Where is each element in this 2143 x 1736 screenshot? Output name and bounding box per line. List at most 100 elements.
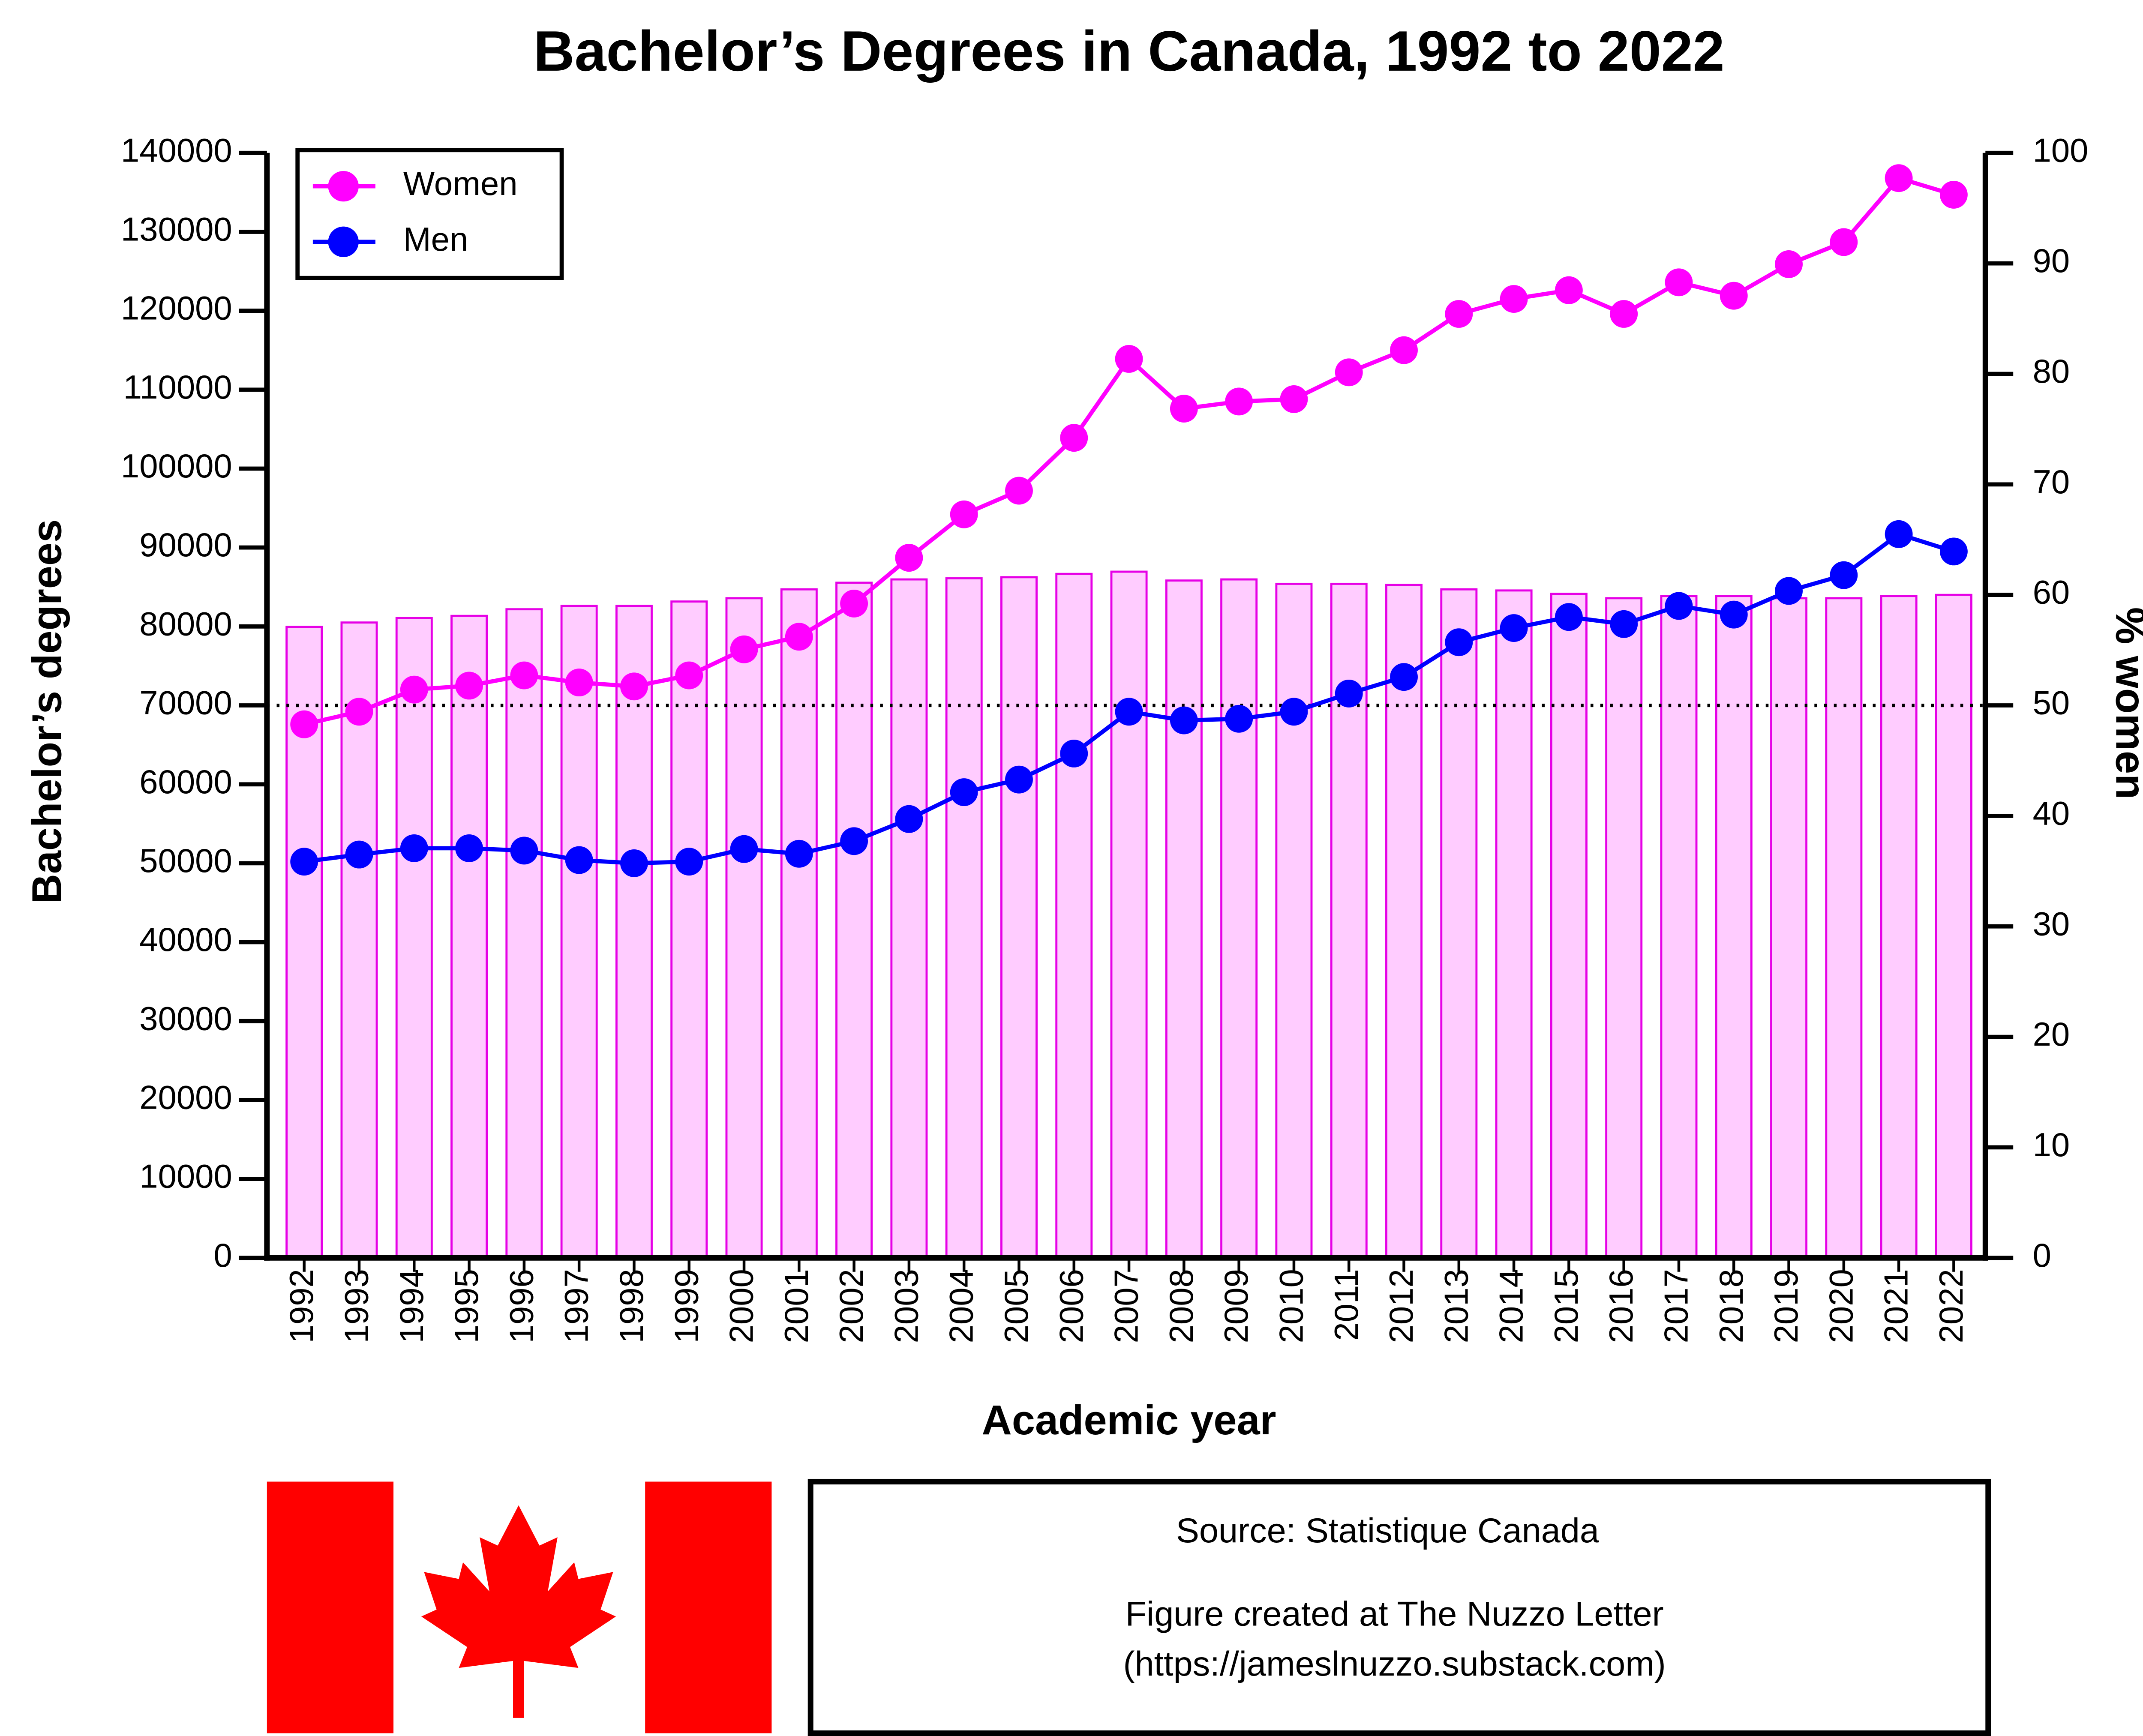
bar — [1000, 576, 1038, 1259]
legend-label: Women — [403, 165, 518, 202]
point — [1335, 679, 1363, 708]
point — [290, 710, 318, 738]
x-tick-label: 2011 — [1328, 1269, 1365, 1340]
point — [1720, 600, 1748, 629]
point — [950, 500, 978, 528]
legend: Women Men — [295, 148, 564, 280]
y-tick-label: 70000 — [139, 685, 232, 722]
x-tick-label: 1998 — [613, 1269, 650, 1343]
x-tick-label: 2008 — [1163, 1269, 1200, 1343]
bar — [1605, 597, 1643, 1259]
bar — [1440, 588, 1478, 1259]
point — [840, 827, 868, 855]
x-tick-label: 2003 — [888, 1269, 925, 1343]
canada-flag — [267, 1481, 772, 1733]
y-tick-label: 50000 — [139, 843, 232, 879]
x-tick-label: 2017 — [1658, 1269, 1695, 1343]
x-tick-label: 2009 — [1218, 1269, 1255, 1343]
y2-tick-label: 50 — [2033, 685, 2070, 722]
legend-label: Men — [403, 221, 468, 258]
source-box — [807, 1478, 1991, 1736]
point — [785, 623, 813, 651]
bar — [670, 600, 708, 1259]
flag-band — [645, 1481, 772, 1733]
x-tick-label: 2000 — [723, 1269, 760, 1343]
y-tick-label: 90000 — [139, 527, 232, 564]
point — [1445, 300, 1473, 328]
bar — [780, 588, 818, 1259]
point — [1225, 387, 1253, 416]
credit-url: (https://jameslnuzzo.substack.com) — [1123, 1645, 1666, 1683]
point — [1775, 577, 1803, 605]
point — [730, 635, 758, 663]
bar — [1935, 594, 1972, 1259]
point — [290, 848, 318, 876]
flag-band — [267, 1481, 394, 1733]
point — [510, 837, 538, 865]
y-tick-label: 10000 — [139, 1158, 232, 1195]
x-tick-label: 2007 — [1108, 1269, 1145, 1343]
point — [1610, 610, 1638, 638]
y2-tick-label: 20 — [2033, 1016, 2070, 1053]
x-tick-label: 2006 — [1053, 1269, 1090, 1343]
bar — [835, 582, 873, 1259]
point — [1005, 477, 1033, 505]
x-tick-label: 1997 — [558, 1269, 595, 1343]
y2-tick-label: 100 — [2033, 132, 2089, 169]
point — [1830, 228, 1858, 256]
point — [895, 544, 923, 572]
legend-marker — [328, 226, 359, 258]
point — [1060, 739, 1088, 768]
bar — [890, 578, 928, 1259]
point — [1170, 395, 1198, 423]
x-tick-label: 2021 — [1878, 1269, 1915, 1343]
x-tick-label: 2022 — [1933, 1269, 1970, 1343]
y-tick-label: 80000 — [139, 606, 232, 642]
point — [1280, 385, 1308, 413]
x-tick-label: 2002 — [833, 1269, 870, 1343]
y2-tick-label: 30 — [2033, 905, 2070, 942]
point — [1720, 282, 1748, 310]
x-tick-label: 2014 — [1493, 1269, 1530, 1343]
y2-tick-label: 40 — [2033, 795, 2070, 832]
bar — [1770, 597, 1808, 1259]
point — [1445, 628, 1473, 657]
point — [1005, 765, 1033, 794]
bar — [560, 605, 598, 1259]
bar — [1495, 589, 1533, 1259]
source-note: Source: Statistique Canada — [1176, 1511, 1600, 1550]
point — [1939, 537, 1968, 566]
y-tick-label: 140000 — [121, 132, 232, 169]
y2-tick-label: 70 — [2033, 464, 2070, 501]
bar — [1275, 582, 1313, 1259]
point — [400, 675, 428, 704]
bar — [615, 605, 653, 1259]
point — [840, 589, 868, 618]
x-tick-label: 1993 — [339, 1269, 375, 1343]
point — [620, 672, 648, 701]
point — [565, 846, 593, 874]
point — [510, 661, 538, 690]
x-tick-label: 2013 — [1438, 1269, 1475, 1343]
point — [1500, 614, 1528, 642]
y2-tick-label: 10 — [2033, 1127, 2070, 1163]
point — [1555, 603, 1583, 631]
point — [1885, 164, 1913, 192]
bar — [725, 597, 763, 1259]
point — [785, 840, 813, 868]
point — [1830, 561, 1858, 589]
x-tick-label: 2004 — [943, 1269, 980, 1343]
legend-marker — [328, 171, 359, 202]
y2-tick-label: 90 — [2033, 243, 2070, 279]
x-tick-label: 1995 — [448, 1269, 485, 1343]
bar — [945, 577, 983, 1259]
point — [455, 672, 483, 700]
y-tick-label: 0 — [213, 1237, 232, 1274]
y-tick-label: 20000 — [139, 1079, 232, 1116]
y-tick-label: 30000 — [139, 1000, 232, 1037]
point — [1225, 705, 1253, 733]
point — [730, 835, 758, 863]
x-axis-title: Academic year — [982, 1397, 1276, 1443]
bar — [1055, 573, 1093, 1259]
